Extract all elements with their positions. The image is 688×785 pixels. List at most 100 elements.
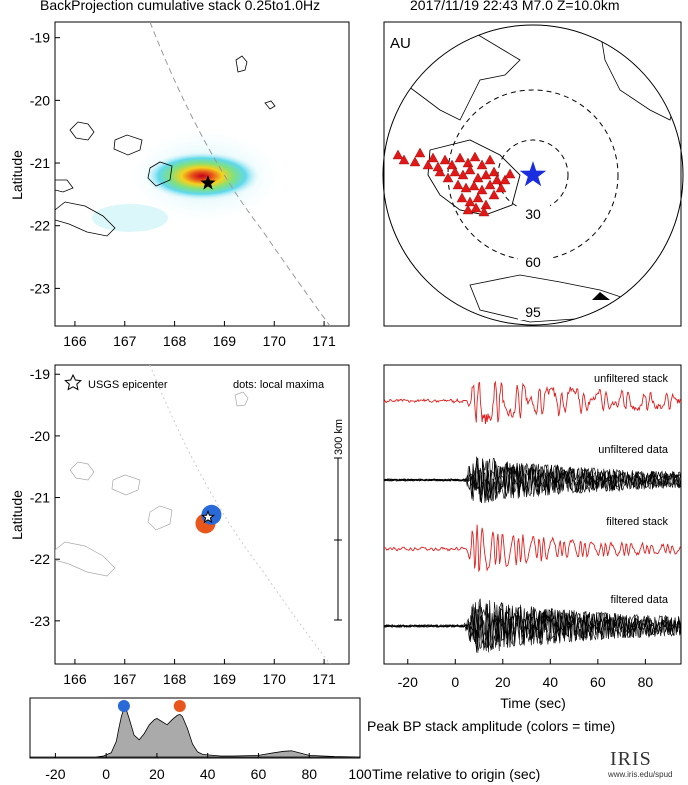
station-triangle	[398, 154, 410, 165]
station-triangle	[422, 159, 434, 170]
xtick-label: 167	[113, 333, 137, 349]
station-triangle	[457, 169, 469, 180]
ytick-label: -20	[30, 92, 50, 108]
unfiltered-data-traces	[383, 456, 682, 504]
peak-chart-xlabel: Time relative to origin (sec)	[372, 766, 540, 782]
ytick-label: -19	[30, 366, 50, 382]
island-coastline	[111, 474, 141, 496]
trace-xticks: -20 0 20 40 60 80	[398, 659, 654, 690]
event-title: 2017/11/19 22:43 M7.0 Z=10.0km	[410, 0, 620, 13]
station-triangle	[504, 168, 516, 179]
bottom-map-xticks: 166 167 168 169 170 171	[63, 659, 336, 687]
globe-outline	[382, 24, 684, 326]
peak-marker-dot	[173, 700, 186, 712]
xtick-label: 60	[590, 674, 606, 690]
xtick-label: 166	[63, 671, 87, 687]
trace-xlabel: Time (sec)	[500, 695, 566, 711]
bp-energy-lobe	[92, 204, 168, 232]
top-map-xticks: 166 167 168 169 170 171	[63, 321, 336, 349]
station-triangle	[495, 182, 507, 193]
station-triangle	[469, 151, 481, 162]
station-triangle	[484, 154, 496, 165]
epicenter-star	[200, 175, 216, 190]
ring-label-60: 60	[525, 254, 541, 270]
station-triangle	[468, 180, 480, 191]
iris-logo-name: IRIS	[610, 748, 652, 770]
ytick-label: -21	[30, 490, 50, 506]
station-triangle	[476, 159, 488, 170]
station-triangle	[478, 206, 490, 217]
ytick-label: -20	[30, 428, 50, 444]
xtick-label: 20	[495, 674, 511, 690]
station-triangle	[427, 152, 439, 163]
label-filtered-stack: filtered stack	[606, 516, 668, 528]
station-triangle	[472, 172, 484, 183]
xtick-label: 40	[543, 674, 559, 690]
station-triangle	[434, 166, 446, 177]
xtick-label: 170	[263, 333, 287, 349]
station-triangle	[464, 164, 476, 175]
distance-ring-60	[447, 89, 619, 261]
top-map-ylabel: Latitude	[9, 150, 25, 200]
island-coastline	[69, 121, 95, 141]
island-coastline	[147, 505, 173, 531]
peak-marker-dot	[117, 700, 130, 712]
xtick-label: 80	[301, 766, 317, 782]
peak-amplitude-panel: -20 0 20 40 60 80 100 Peak BP stack amplitude …	[29, 697, 615, 782]
station-seismogram	[383, 600, 682, 650]
xtick-label: 169	[213, 671, 237, 687]
bottom-map-ylabel: Latitude	[9, 490, 25, 540]
xtick-label: 169	[213, 333, 237, 349]
station-triangle	[449, 166, 461, 177]
xtick-label: 0	[102, 766, 110, 782]
ring-label-bg	[518, 302, 550, 320]
ring-label-bg	[518, 203, 550, 221]
station-map-panel: 30 60 95 AU	[382, 21, 684, 327]
label-unfiltered-data: unfiltered data	[598, 444, 669, 456]
station-triangle	[488, 166, 500, 177]
trace-panel: unfiltered stack unfiltered data filtere…	[383, 364, 682, 711]
xtick-label: 60	[251, 766, 267, 782]
ytick-label: -19	[30, 30, 50, 46]
xtick-label: 100	[348, 766, 372, 782]
island-coastline	[234, 391, 249, 407]
ytick-label: -23	[30, 280, 50, 296]
xtick-label: 80	[638, 674, 654, 690]
legend-dots-text: dots: local maxima	[233, 379, 325, 391]
unfiltered-stack-trace	[383, 380, 682, 425]
usgs-epicenter-star	[200, 509, 216, 524]
bp-energy-heatmap	[144, 152, 260, 200]
station-triangle	[432, 161, 444, 172]
label-unfiltered-stack: unfiltered stack	[594, 373, 668, 385]
station-seismogram	[384, 458, 682, 503]
legend-star-icon	[64, 373, 82, 391]
station-triangle	[484, 179, 496, 190]
network-label: AU	[390, 35, 411, 52]
ytick-label: -21	[30, 155, 50, 171]
filtered-data-traces	[383, 598, 682, 653]
island-coastline	[113, 134, 143, 156]
xtick-label: 166	[63, 333, 87, 349]
legend-epicenter-text: USGS epicenter	[88, 379, 168, 391]
scale-bar-label: 300 km	[333, 419, 345, 455]
station-triangle	[491, 174, 503, 185]
top-map-panel: Latitude 166 167 168 169 170 171 -19 -20 -21 -22…	[9, 21, 350, 349]
xtick-label: 168	[163, 333, 187, 349]
ring-label-30: 30	[525, 206, 541, 222]
peak-amplitude-area	[30, 707, 361, 758]
island-coastline	[147, 161, 173, 187]
xtick-label: 171	[312, 671, 336, 687]
australia-coastline	[427, 139, 521, 216]
bottom-map-yticks: -19 -20 -21 -22 -23	[30, 366, 60, 629]
station-triangle	[488, 189, 500, 200]
ytick-label: -22	[30, 218, 50, 234]
station-triangle	[462, 157, 474, 168]
station-triangle	[454, 152, 466, 163]
island-coastline	[235, 55, 248, 73]
xtick-label: 167	[113, 671, 137, 687]
station-triangle	[476, 184, 488, 195]
island-coastline	[55, 541, 116, 577]
iris-logo-url: www.iris.edu/spud	[608, 770, 673, 779]
station-triangle	[480, 169, 492, 180]
